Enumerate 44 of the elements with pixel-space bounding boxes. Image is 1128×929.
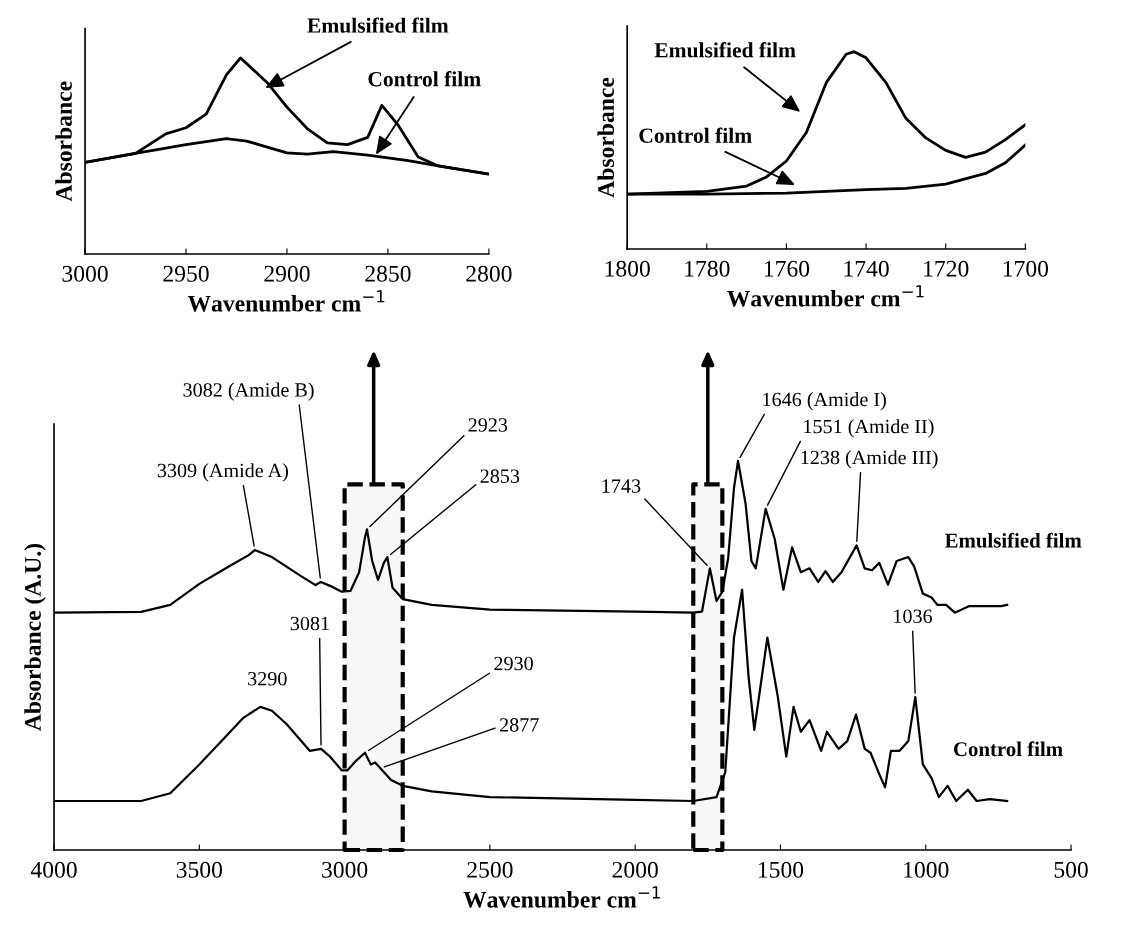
- x-tick-label: 2000: [612, 861, 658, 878]
- x-tick-label: 2800: [466, 265, 512, 282]
- y-axis-title: Absorbance (A.U.): [24, 543, 46, 731]
- annotation: 3081: [290, 616, 329, 631]
- annotation: 1743: [602, 479, 641, 493]
- x-tick-label: 1800: [605, 260, 650, 277]
- x-tick-label: 1700: [1003, 260, 1049, 277]
- x-tick-label: 1760: [764, 260, 810, 277]
- annotation: 2853: [480, 469, 520, 483]
- x-tick-label: 2950: [163, 265, 209, 282]
- x-tick-label: 1000: [904, 861, 949, 878]
- annotation: 2930: [494, 656, 533, 671]
- series-label: Emulsified film: [944, 532, 1082, 548]
- x-axis-title: Wavenumber cm$^{−1}$: [727, 285, 924, 307]
- x-tick-label: 3500: [176, 861, 223, 878]
- x-tick-label: 3000: [322, 861, 368, 878]
- x-tick-label: 4000: [30, 861, 77, 878]
- x-tick-label: 2500: [467, 861, 513, 878]
- annotation: 1238 (Amide III): [801, 450, 938, 469]
- x-tick-label: 1780: [685, 260, 730, 277]
- text: Control film: [368, 71, 481, 87]
- annotation: 1036: [894, 609, 933, 623]
- x-tick-label: 500: [1054, 861, 1088, 878]
- x-tick-label: 1740: [844, 260, 889, 277]
- annotation: 2877: [499, 718, 539, 732]
- series-label: Control film: [953, 741, 1063, 757]
- x-tick-label: 2900: [264, 265, 310, 282]
- y-axis-title: Absorbance: [55, 81, 72, 202]
- x-tick-label: 3000: [62, 265, 108, 282]
- y-axis-title: Absorbance: [597, 77, 615, 198]
- text: Emulsified film: [307, 17, 449, 33]
- series-label: Emulsified film: [654, 42, 796, 58]
- x-tick-label: 1500: [758, 861, 804, 878]
- annotation: 3290: [248, 671, 287, 686]
- x-axis-title: Wavenumber cm$^{−1}$: [187, 290, 385, 312]
- annotation: 3082 (Amide B): [183, 382, 314, 401]
- x-tick-label: 2850: [365, 265, 411, 282]
- annotation: 2923: [468, 418, 508, 432]
- x-tick-label: 1720: [924, 260, 969, 277]
- x-axis-title: Wavenumber cm$^{−1}$: [463, 886, 660, 908]
- legend-label: Control film: [639, 127, 752, 143]
- annotation: 3309 (Amide A): [157, 463, 288, 482]
- annotation: 1646 (Amide I): [763, 392, 886, 411]
- annotation: 1551 (Amide II): [804, 419, 934, 438]
